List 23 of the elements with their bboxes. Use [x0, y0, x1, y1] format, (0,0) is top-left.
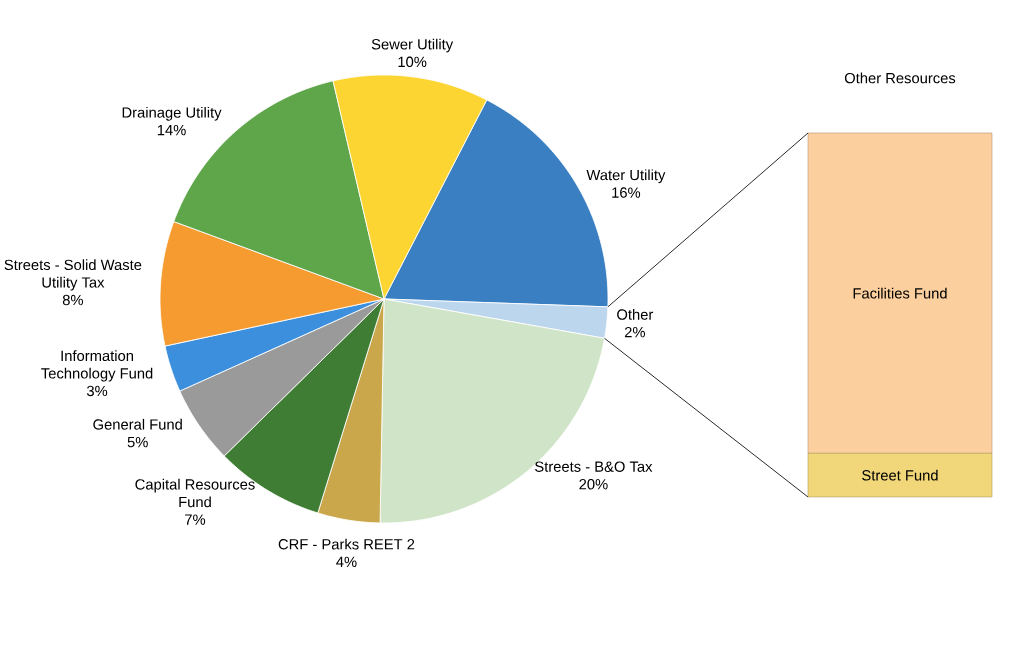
- series-label: Street Fund: [862, 469, 938, 481]
- slice-label: Capital Resources Fund: [135, 478, 255, 508]
- data-label: 8%: [62, 294, 84, 306]
- data-label: 2%: [624, 326, 645, 338]
- slice-label: General Fund: [93, 418, 182, 430]
- data-label: 10%: [398, 56, 427, 68]
- slice-label: Other: [617, 308, 654, 320]
- slice-label: Streets - B&O Tax: [535, 461, 653, 472]
- data-label: 20%: [579, 479, 608, 490]
- slice-label: Water Utility: [586, 169, 666, 184]
- data-label: 4%: [336, 556, 357, 567]
- slice-label: Sewer Utility: [371, 38, 454, 53]
- slice-label: CRF - Parks REET 2: [278, 538, 415, 550]
- chart-title: Other Resources: [844, 72, 956, 84]
- data-label: 14%: [157, 124, 186, 136]
- series-label: Facilities Fund: [853, 287, 947, 299]
- slice-label: Drainage Utility: [122, 106, 222, 121]
- data-label: 7%: [185, 514, 206, 525]
- slice-label: Streets - Solid Waste Utility Tax: [4, 259, 142, 291]
- data-label: 5%: [127, 436, 148, 448]
- slice-label: Information Technology Fund: [41, 350, 153, 382]
- data-label: 16%: [612, 187, 641, 198]
- data-label: 3%: [86, 385, 108, 397]
